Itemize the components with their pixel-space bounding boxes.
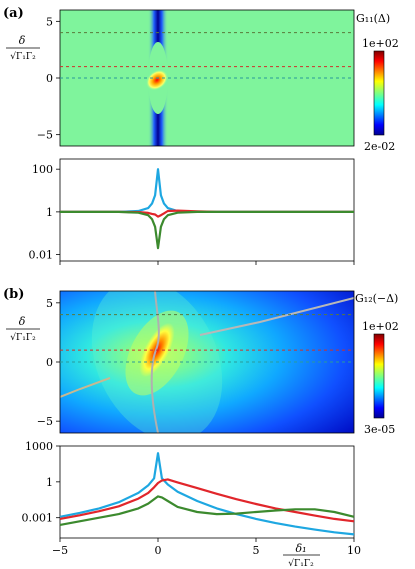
contour-gray-right bbox=[199, 297, 354, 336]
ytick-label-a-0: −5 bbox=[37, 129, 53, 142]
colorbar-max-a: 1e+02 bbox=[362, 37, 399, 50]
y-axis-lineplot-b: 0.001 1 1000 bbox=[22, 440, 60, 525]
y-axis-lineplot-a: 0.01 1 100 bbox=[29, 163, 60, 262]
ytick-label-lb-0: 0.001 bbox=[22, 512, 54, 525]
ylabel-numerator-a: δ bbox=[19, 34, 26, 47]
series-red-lb bbox=[59, 478, 355, 523]
ylabel-denominator-b: √Γ₁Γ₂ bbox=[10, 332, 36, 343]
ytick-label-la-0: 0.01 bbox=[29, 249, 54, 262]
colorbar-title-b: G₁₂(−Δ) bbox=[355, 292, 398, 305]
y-axis-a: −5 0 5 bbox=[37, 15, 60, 142]
series-blue-lb bbox=[59, 452, 355, 536]
y-axis-label-b: δ √Γ₁Γ₂ bbox=[6, 315, 40, 343]
ytick-label-b-1: 0 bbox=[46, 356, 53, 369]
colorbar-max-b: 1e+02 bbox=[362, 320, 399, 333]
ytick-label-b-2: 5 bbox=[46, 297, 53, 310]
ytick-label-a-1: 0 bbox=[46, 72, 53, 85]
x-axis-lineplot-b: −5 0 5 10 bbox=[52, 538, 361, 557]
ytick-label-lb-2: 1000 bbox=[25, 440, 53, 453]
xtick-label-0: −5 bbox=[52, 544, 68, 557]
xtick-label-1: 0 bbox=[155, 544, 162, 557]
colorbar-b bbox=[373, 333, 385, 419]
y-axis-label-a: δ √Γ₁Γ₂ bbox=[6, 34, 40, 62]
xlabel-denominator: √Γ₁Γ₂ bbox=[288, 558, 314, 569]
ytick-label-lb-1: 1 bbox=[46, 476, 53, 489]
ytick-label-a-2: 5 bbox=[46, 15, 53, 28]
xlabel-numerator: δ₁ bbox=[295, 542, 306, 555]
ylabel-denominator-a: √Γ₁Γ₂ bbox=[10, 51, 36, 62]
lineplot-a bbox=[60, 168, 354, 250]
ytick-label-la-1: 1 bbox=[46, 206, 53, 219]
contour-gray-left bbox=[60, 377, 111, 398]
contour-gray-center bbox=[150, 291, 160, 433]
colorbar-a bbox=[373, 50, 385, 136]
lineplot-b bbox=[59, 452, 355, 536]
panel-label-a: (a) bbox=[3, 6, 24, 21]
series-green-la bbox=[60, 210, 354, 250]
heatmap-b bbox=[60, 291, 354, 433]
y-axis-b: −5 0 5 bbox=[37, 297, 60, 428]
colorbar-min-a: 2e-02 bbox=[364, 140, 395, 153]
ytick-label-la-2: 100 bbox=[32, 163, 53, 176]
lineplot-a-frame bbox=[59, 158, 355, 262]
dashed-lines-b bbox=[60, 314, 354, 363]
ylabel-numerator-b: δ bbox=[19, 315, 26, 328]
dashed-lines-a bbox=[60, 32, 354, 79]
panel-label-b: (b) bbox=[3, 287, 24, 302]
ytick-label-b-0: −5 bbox=[37, 415, 53, 428]
series-green-lb bbox=[59, 495, 355, 526]
colorbar-min-b: 3e-05 bbox=[364, 423, 395, 436]
x-axis-lineplot-a bbox=[59, 261, 355, 265]
xtick-label-2: 5 bbox=[253, 544, 260, 557]
xtick-label-3: 10 bbox=[347, 544, 361, 557]
x-axis-label: δ₁ √Γ₁Γ₂ bbox=[283, 542, 320, 569]
colorbar-title-a: G₁₁(Δ) bbox=[356, 12, 390, 25]
